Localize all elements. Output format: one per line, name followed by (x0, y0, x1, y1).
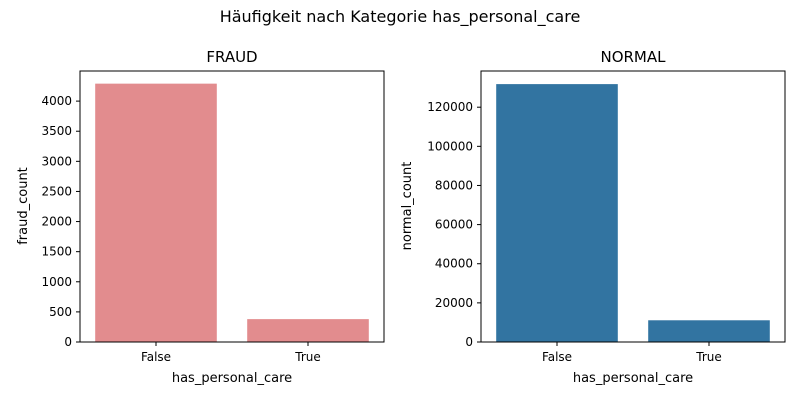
figure-suptitle: Häufigkeit nach Kategorie has_personal_c… (220, 7, 581, 27)
fraud-plot-frame (79, 70, 385, 343)
normal-y-tick-label: 40000 (435, 257, 473, 271)
fraud-chart-panel: FRAUD 0 500 1000 1500 2000 2500 3000 3500 4000 F… (16, 48, 385, 386)
normal-x-axis-ticks: False True (542, 342, 722, 364)
fraud-y-tick-label: 2500 (41, 184, 72, 198)
normal-plot-frame (480, 70, 786, 343)
fraud-y-tick-label: 0 (64, 335, 72, 349)
normal-y-tick-label: 20000 (435, 296, 473, 310)
normal-bars (496, 84, 770, 343)
normal-y-axis-label: normal_count (400, 162, 415, 251)
fraud-x-axis-ticks: False True (141, 342, 321, 364)
fraud-x-axis-label: has_personal_care (172, 371, 292, 386)
fraud-bars (95, 83, 369, 343)
fraud-x-tick-label: False (141, 350, 171, 364)
normal-bar-true (648, 320, 770, 342)
fraud-y-axis-ticks: 0 500 1000 1500 2000 2500 3000 3500 4000 (41, 94, 80, 349)
normal-x-tick-label: True (695, 350, 722, 364)
normal-y-tick-label: 80000 (435, 178, 473, 192)
fraud-y-tick-label: 1000 (41, 275, 72, 289)
normal-chart-panel: NORMAL 0 20000 40000 60000 80000 100000 120000… (400, 48, 786, 386)
fraud-y-tick-label: 2000 (41, 215, 72, 229)
normal-y-axis-ticks: 0 20000 40000 60000 80000 100000 120000 (427, 100, 481, 349)
normal-y-tick-label: 100000 (427, 139, 473, 153)
normal-x-tick-label: False (542, 350, 572, 364)
normal-x-axis-label: has_personal_care (573, 371, 693, 386)
fraud-y-tick-label: 4000 (41, 94, 72, 108)
normal-y-tick-label: 60000 (435, 218, 473, 232)
normal-bar-false (496, 84, 618, 343)
normal-y-tick-label: 0 (465, 335, 473, 349)
fraud-bar-false (95, 83, 217, 343)
fraud-x-tick-label: True (294, 350, 321, 364)
fraud-y-tick-label: 3000 (41, 154, 72, 168)
fraud-y-axis-label: fraud_count (16, 167, 31, 245)
fraud-chart-title: FRAUD (206, 48, 257, 66)
fraud-bar-true (247, 319, 369, 342)
normal-chart-title: NORMAL (600, 48, 666, 66)
fraud-y-tick-label: 500 (49, 305, 72, 319)
fraud-y-tick-label: 3500 (41, 124, 72, 138)
fraud-y-tick-label: 1500 (41, 245, 72, 259)
normal-y-tick-label: 120000 (427, 100, 473, 114)
